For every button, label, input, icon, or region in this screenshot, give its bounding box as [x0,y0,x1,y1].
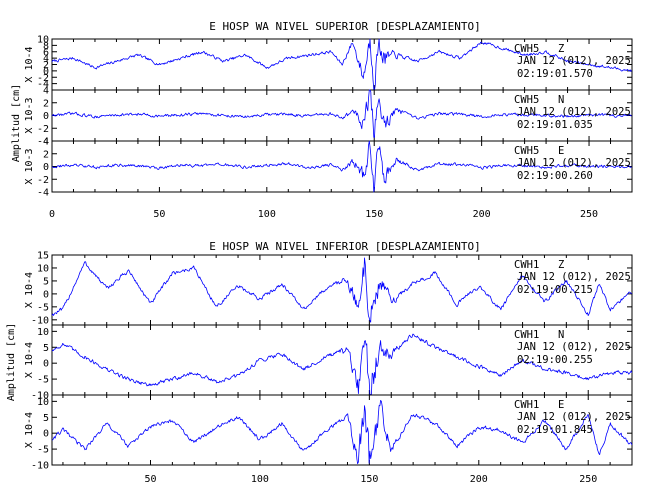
y-tick-label: 0 [43,162,49,173]
x-tick-label: 200 [470,474,488,485]
time-label: 02:19:00.255 [517,354,593,366]
y-tick-label: -2 [37,73,49,84]
station-label: CWH5 [514,145,539,157]
x-tick-label: 50 [144,474,156,485]
y-tick-label: 10 [37,327,49,338]
x-tick-label: 100 [258,209,276,220]
y-tick-label: 0 [43,429,49,440]
x-tick-label: 200 [473,209,491,220]
y-tick-label: 8 [43,41,49,52]
station-label: CWH1 [514,259,539,271]
date-label: JAN 12 (012), 2025 [517,341,631,353]
y-tick-label: -5 [37,375,49,386]
scale-factor-label: X 10-4 [24,46,35,82]
scale-factor-label: X 10-3 [24,97,35,133]
y-tick-label: 4 [43,54,49,65]
waveform-trace [51,400,633,465]
y-tick-label: -4 [37,79,49,90]
time-label: 02:19:01.570 [517,68,593,80]
x-tick-label: 250 [579,474,597,485]
y-tick-label: 0 [43,359,49,370]
y-tick-label: 4 [43,86,49,97]
component-label: Z [558,259,564,271]
y-tick-label: 2 [43,98,49,109]
time-label: 02:19:01.845 [517,424,593,436]
waveform-trace [51,140,632,193]
y-tick-label: 0 [43,66,49,77]
y-tick-label: 0 [43,289,49,300]
y-tick-label: 15 [37,251,49,262]
x-tick-label: 0 [49,209,55,220]
y-tick-label: 10 [37,263,49,274]
time-label: 02:19:00.215 [517,284,593,296]
y-tick-label: -4 [37,188,49,199]
station-label: CWH1 [514,399,539,411]
x-tick-label: 150 [365,209,383,220]
y-tick-label: -10 [31,391,49,402]
waveform-trace [51,257,632,323]
y-tick-label: -2 [37,175,49,186]
component-label: E [558,399,564,411]
date-label: JAN 12 (012), 2025 [517,55,631,67]
y-tick-label: 2 [43,149,49,160]
component-label: N [558,94,564,106]
y-tick-label: 5 [43,343,49,354]
x-tick-label: 50 [153,209,165,220]
y-tick-label: 10 [37,35,49,46]
scale-factor-label: X 10-4 [24,342,35,378]
station-label: CWH5 [514,43,539,55]
component-label: N [558,329,564,341]
y-tick-label: 5 [43,413,49,424]
component-label: Z [558,43,564,55]
y-tick-label: -2 [37,124,49,135]
y-axis-label-upper: Amplitud [cm] [11,84,22,162]
y-tick-label: 4 [43,137,49,148]
y-tick-label: 0 [43,111,49,122]
date-label: JAN 12 (012), 2025 [517,271,631,283]
y-tick-label: -10 [31,461,49,472]
scale-factor-label: X 10-4 [24,412,35,448]
x-tick-label: 150 [360,474,378,485]
waveform-trace [51,333,633,396]
time-label: 02:19:01.035 [517,119,593,131]
station-label: CWH5 [514,94,539,106]
waveform-trace [51,38,633,91]
chart-title-lower: E HOSP WA NIVEL INFERIOR [DESPLAZAMIENTO… [209,240,481,253]
waveform-trace [51,89,632,138]
date-label: JAN 12 (012), 2025 [517,157,631,169]
time-label: 02:19:00.260 [517,170,593,182]
scale-factor-label: X 10-3 [24,148,35,184]
panel-frame [51,394,633,466]
station-label: CWH1 [514,329,539,341]
date-label: JAN 12 (012), 2025 [517,106,631,118]
x-tick-label: 100 [251,474,269,485]
y-axis-label-lower: Amplitud [cm] [6,323,17,401]
chart-title-upper: E HOSP WA NIVEL SUPERIOR [DESPLAZAMIENTO… [209,20,481,33]
y-tick-label: -4 [37,137,49,148]
y-tick-label: -5 [37,302,49,313]
x-tick-label: 250 [580,209,598,220]
y-tick-label: 10 [37,397,49,408]
y-tick-label: 6 [43,47,49,58]
scale-factor-label: X 10-4 [24,272,35,308]
y-tick-label: 5 [43,276,49,287]
component-label: E [558,145,564,157]
y-tick-label: -10 [31,315,49,326]
date-label: JAN 12 (012), 2025 [517,411,631,423]
y-tick-label: 2 [43,60,49,71]
y-tick-label: -5 [37,445,49,456]
